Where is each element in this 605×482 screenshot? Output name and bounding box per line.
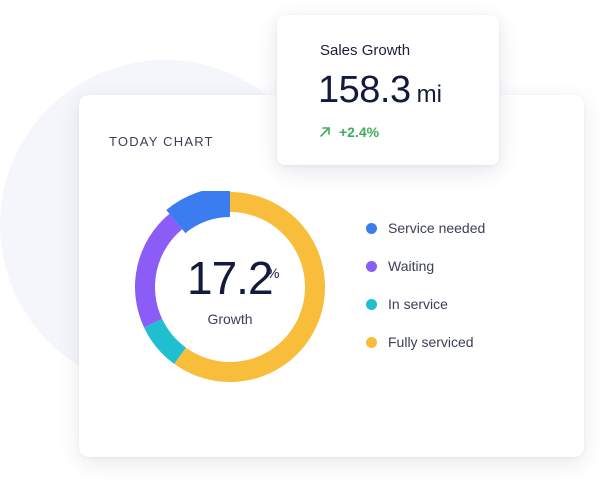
sales-growth-card: Sales Growth 158.3 mi +2.4% xyxy=(277,15,499,165)
stat-change: +2.4% xyxy=(319,124,379,140)
legend-item: Fully serviced xyxy=(366,334,485,372)
donut-slice-waiting xyxy=(135,213,183,328)
stat-value: 158.3 xyxy=(318,69,411,111)
donut-slice-in-service xyxy=(144,318,186,364)
legend-dot-icon xyxy=(366,337,377,348)
stat-unit: mi xyxy=(416,81,442,108)
chart-title: TODAY CHART xyxy=(109,134,214,149)
stat-value-row: 158.3 mi xyxy=(318,69,442,112)
legend-dot-icon xyxy=(366,223,377,234)
stat-change-value: +2.4% xyxy=(339,124,380,140)
donut-slice-service-needed xyxy=(166,191,230,234)
legend-dot-icon xyxy=(366,261,377,272)
legend-dot-icon xyxy=(366,299,377,310)
legend-label: Fully serviced xyxy=(388,334,474,350)
legend-item: In service xyxy=(366,296,485,334)
stat-title: Sales Growth xyxy=(320,42,411,59)
trend-up-arrow-icon xyxy=(320,127,330,137)
legend-label: Service needed xyxy=(388,220,486,236)
chart-legend: Service needed Waiting In service Fully ser… xyxy=(366,220,485,372)
legend-item: Waiting xyxy=(366,258,485,296)
donut-chart xyxy=(135,191,325,382)
legend-item: Service needed xyxy=(366,220,485,258)
legend-label: In service xyxy=(388,296,448,312)
legend-label: Waiting xyxy=(388,258,435,274)
donut-slice-fully-serviced xyxy=(174,192,325,382)
